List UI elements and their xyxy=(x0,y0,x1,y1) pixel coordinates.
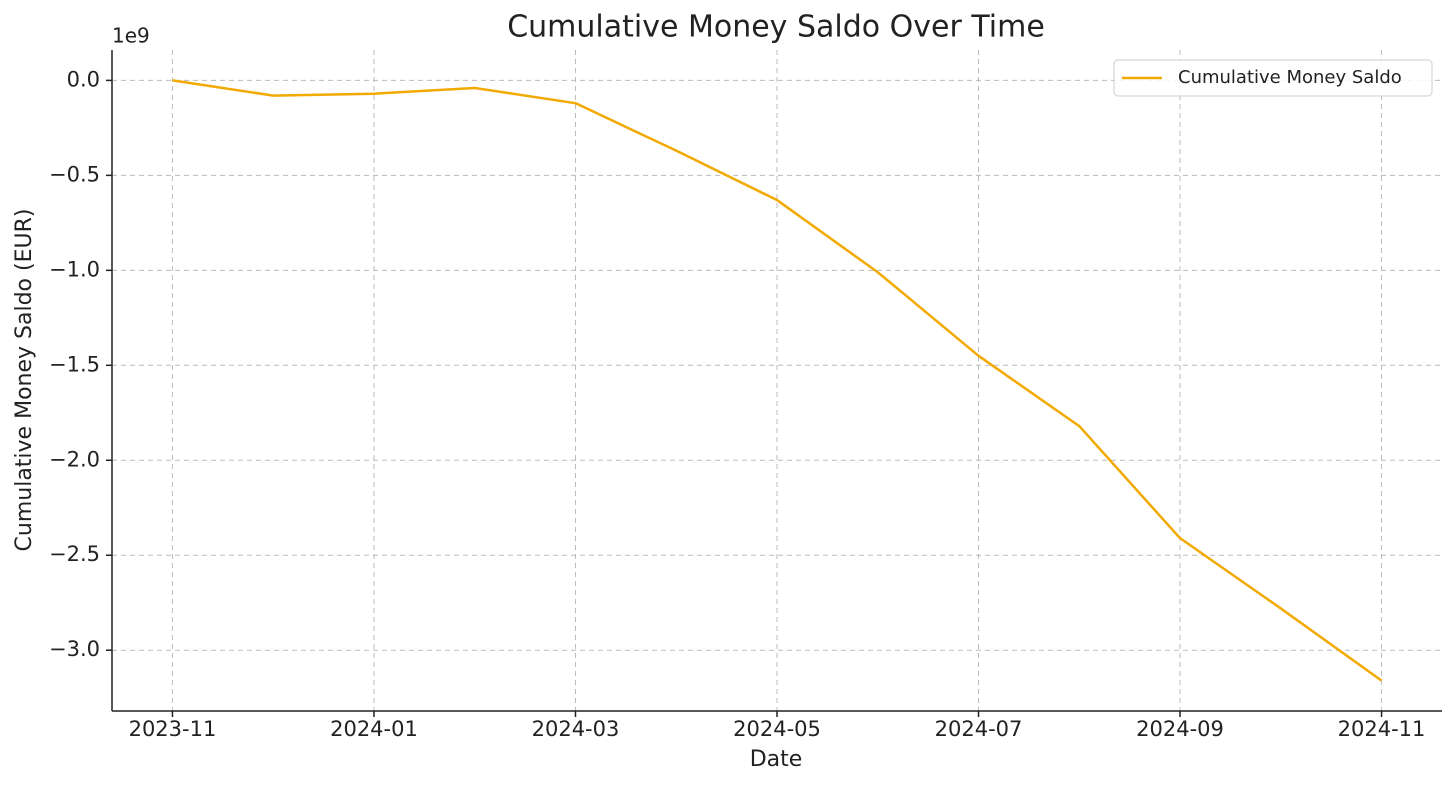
data-line xyxy=(172,79,1383,682)
legend-label: Cumulative Money Saldo xyxy=(1178,67,1402,88)
y-tick-label: −2.5 xyxy=(49,542,100,566)
x-tick-label: 2024-07 xyxy=(935,717,1023,741)
y-tick-label: −1.0 xyxy=(49,257,100,281)
x-tick-label: 2024-03 xyxy=(532,717,620,741)
x-tick-label: 2023-11 xyxy=(129,717,217,741)
x-tick-label: 2024-05 xyxy=(733,717,821,741)
y-tick-label: −3.0 xyxy=(49,637,100,661)
y-tick-label: 0.0 xyxy=(67,67,100,91)
y-tick-label: −0.5 xyxy=(49,162,100,186)
x-tick-label: 2024-09 xyxy=(1136,717,1224,741)
y-axis-label: Cumulative Money Saldo (EUR) xyxy=(12,209,37,552)
x-tick-label: 2024-01 xyxy=(330,717,418,741)
y-offset-label: 1e9 xyxy=(112,24,150,48)
y-tick-label: −2.0 xyxy=(49,447,100,471)
x-axis-label: Date xyxy=(750,747,803,772)
legend-box xyxy=(1113,59,1433,97)
chart-title: Cumulative Money Saldo Over Time xyxy=(507,10,1045,45)
y-tick-label: −1.5 xyxy=(49,352,100,376)
x-tick-label: 2024-11 xyxy=(1338,717,1426,741)
